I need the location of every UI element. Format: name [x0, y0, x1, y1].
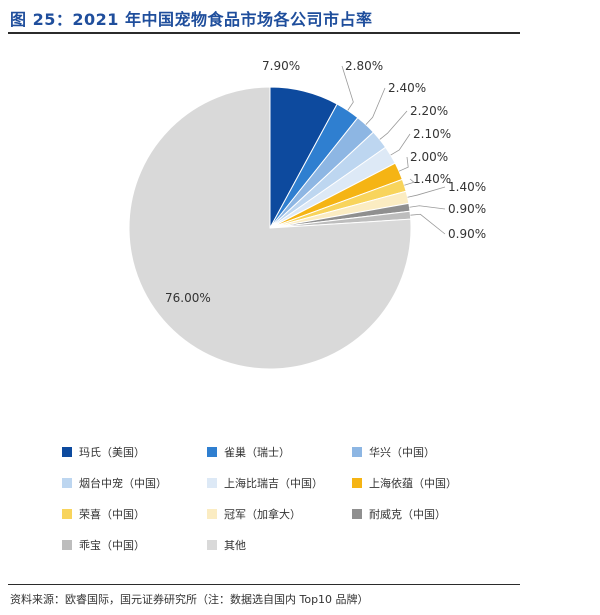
- legend-swatch: [62, 446, 72, 457]
- legend-item: 荣喜（中国）: [62, 506, 207, 522]
- figure-title: 图 25：2021 年中国宠物食品市场各公司市占率: [10, 10, 373, 29]
- legend-swatch: [207, 539, 217, 550]
- legend-swatch: [62, 508, 72, 519]
- legend-item: 雀巢（瑞士）: [207, 444, 352, 460]
- legend-label: 冠军（加拿大）: [224, 507, 301, 521]
- legend-label: 上海比瑞吉（中国）: [224, 476, 323, 490]
- legend-item: 耐威克（中国）: [352, 506, 497, 522]
- legend-item: 华兴（中国）: [352, 444, 497, 460]
- leader-line: [410, 213, 446, 235]
- legend-item: 烟台中宠（中国）: [62, 475, 207, 491]
- leader-line: [398, 156, 409, 172]
- legend-swatch: [352, 508, 362, 519]
- legend-label: 雀巢（瑞士）: [224, 445, 290, 459]
- data-label: 2.80%: [345, 59, 383, 73]
- data-labels: 7.90% 2.80% 2.40% 2.20% 2.10% 2.00% 1.40%1.40%…: [165, 59, 486, 305]
- leader-line: [365, 87, 386, 125]
- data-label: 1.40%: [448, 180, 486, 194]
- legend-swatch: [352, 477, 362, 488]
- legend-label: 耐威克（中国）: [369, 507, 446, 521]
- top-divider: [8, 32, 520, 34]
- pie-slices: [128, 86, 412, 370]
- legend-label: 荣喜（中国）: [79, 507, 145, 521]
- legend-swatch: [207, 446, 217, 457]
- legend: 玛氏（美国） 雀巢（瑞士） 华兴（中国） 烟台中宠（中国） 上海比瑞吉（中国） 上海依蕴（…: [62, 436, 512, 560]
- legend-row: 玛氏（美国） 雀巢（瑞士） 华兴（中国）: [62, 436, 512, 467]
- leader-line: [379, 110, 408, 140]
- data-label: 0.90%: [448, 227, 486, 241]
- legend-item: 上海比瑞吉（中国）: [207, 475, 352, 491]
- legend-row: 荣喜（中国） 冠军（加拿大） 耐威克（中国）: [62, 498, 512, 529]
- pie-chart: 7.90% 2.80% 2.40% 2.20% 2.10% 2.00% 1.40%1.40%…: [128, 59, 486, 370]
- legend-item: 其他: [207, 537, 352, 553]
- legend-label: 玛氏（美国）: [79, 445, 145, 459]
- data-label: 2.00%: [410, 150, 448, 164]
- legend-label: 烟台中宠（中国）: [79, 476, 167, 490]
- leader-line: [407, 186, 446, 198]
- legend-swatch: [207, 508, 217, 519]
- legend-label: 华兴（中国）: [369, 445, 435, 459]
- legend-swatch: [62, 539, 72, 550]
- data-label: 0.90%: [448, 202, 486, 216]
- legend-item: 玛氏（美国）: [62, 444, 207, 460]
- data-label: 1.40%: [413, 172, 451, 186]
- legend-swatch: [62, 477, 72, 488]
- source-note: 资料来源：欧睿国际，国元证券研究所（注：数据选自国内 Top10 品牌）: [10, 593, 369, 606]
- legend-label: 其他: [224, 538, 246, 552]
- leader-lines: [341, 65, 446, 235]
- legend-row: 乖宝（中国） 其他: [62, 529, 512, 560]
- legend-item: 上海依蕴（中国）: [352, 475, 497, 491]
- legend-label: 乖宝（中国）: [79, 538, 145, 552]
- legend-swatch: [352, 446, 362, 457]
- legend-row: 烟台中宠（中国） 上海比瑞吉（中国） 上海依蕴（中国）: [62, 467, 512, 498]
- leader-line: [341, 65, 354, 111]
- legend-label: 上海依蕴（中国）: [369, 476, 457, 490]
- data-label: 2.20%: [410, 104, 448, 118]
- legend-item: 乖宝（中国）: [62, 537, 207, 553]
- legend-item: 冠军（加拿大）: [207, 506, 352, 522]
- leader-line: [404, 178, 415, 186]
- legend-swatch: [207, 477, 217, 488]
- bottom-divider: [8, 584, 520, 585]
- leader-line: [390, 133, 411, 156]
- leader-line: [409, 205, 446, 210]
- pie-slice: [128, 86, 412, 370]
- data-label: 7.90%: [262, 59, 300, 73]
- data-label: 2.10%: [413, 127, 451, 141]
- data-label: 2.40%: [388, 81, 426, 95]
- data-label: 76.00%: [165, 291, 211, 305]
